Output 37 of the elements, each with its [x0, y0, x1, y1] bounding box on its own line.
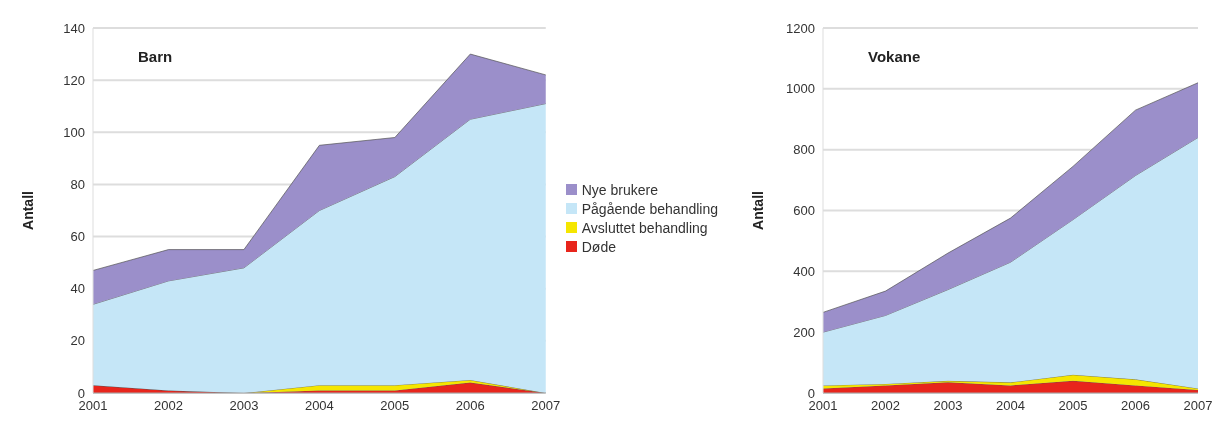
y-tick-label: 1000	[786, 81, 815, 97]
x-tick-label: 2002	[871, 398, 900, 414]
x-tick-label: 2002	[154, 398, 183, 414]
y-tick-label: 40	[70, 281, 85, 297]
y-tick-label: 0	[807, 385, 815, 401]
y-tick-label: 600	[793, 203, 815, 219]
y-tick-label: 80	[70, 177, 85, 193]
y-tick-label: 120	[63, 72, 85, 88]
legend-label: Avsluttet behandling	[581, 219, 708, 236]
x-tick-label: 2001	[808, 398, 838, 414]
x-tick-label: 2006	[1121, 398, 1150, 414]
y-axis-title: Antall	[19, 191, 36, 230]
x-tick-label: 2005	[1058, 398, 1088, 414]
y-tick-label: 60	[70, 229, 85, 245]
x-tick-label: 2004	[304, 398, 334, 414]
y-tick-label: 800	[793, 142, 815, 158]
text: Barn	[138, 48, 173, 65]
legend-label: Nye brukere	[581, 181, 659, 198]
x-tick-label: 2003	[933, 398, 963, 414]
y-tick-label: 140	[63, 20, 85, 36]
x-tick-label: 2005	[380, 398, 410, 414]
y-tick-label: 200	[793, 324, 815, 340]
y-tick-label: 1200	[786, 20, 815, 36]
text: Vokane	[868, 48, 921, 65]
y-tick-label: 0	[77, 385, 85, 401]
x-tick-label: 2007	[531, 398, 561, 414]
legend-label: Døde	[581, 238, 616, 255]
x-tick-label: 2006	[455, 398, 485, 414]
y-tick-label: 20	[70, 333, 85, 349]
legend-label: Pågående behandling	[581, 200, 718, 217]
y-tick-label: 100	[63, 124, 85, 140]
x-tick-label: 2007	[1183, 398, 1213, 414]
x-tick-label: 2003	[229, 398, 259, 414]
y-tick-label: 400	[793, 263, 815, 279]
y-axis-title: Antall	[749, 191, 766, 230]
x-tick-label: 2004	[996, 398, 1025, 414]
x-tick-label: 2001	[78, 398, 108, 414]
